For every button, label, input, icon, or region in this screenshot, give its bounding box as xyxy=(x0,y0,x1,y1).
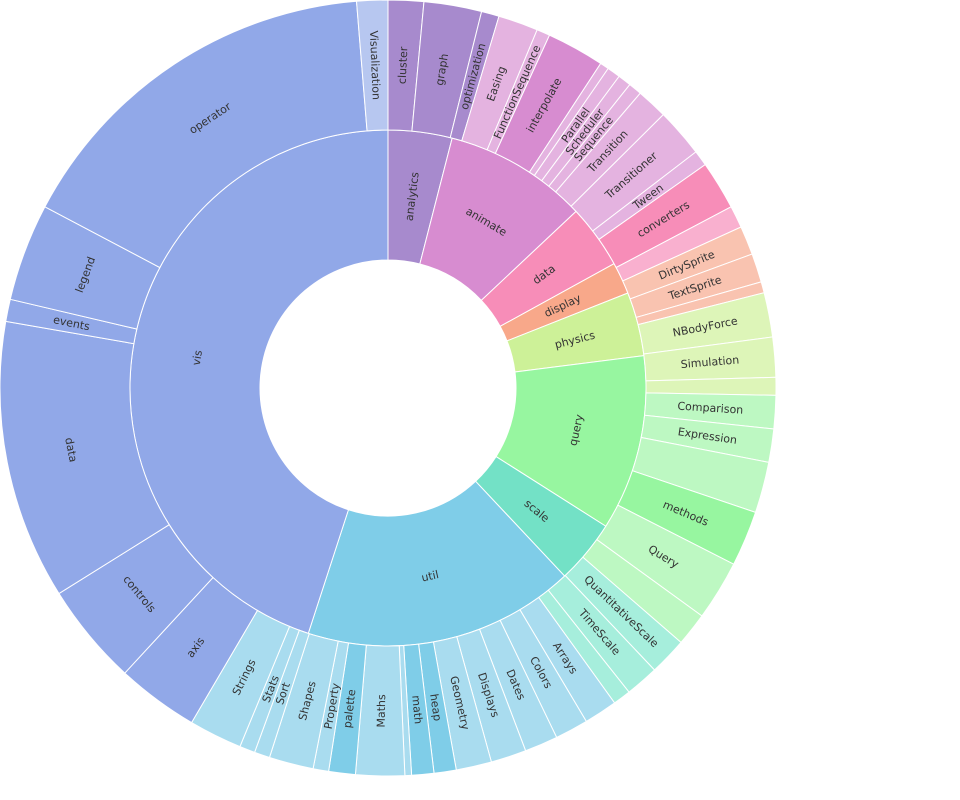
label-inner-8-vis: vis xyxy=(190,349,205,366)
segment-layer xyxy=(0,0,777,777)
label-outer-1-graph: graph xyxy=(433,53,451,87)
label-outer-47-data: data xyxy=(62,437,80,464)
label-inner-7-util: util xyxy=(420,568,440,584)
label-outer-39-palette: palette xyxy=(341,688,359,728)
label-outer-35-heap: heap xyxy=(427,693,444,722)
segment-outer-51-visualization[interactable] xyxy=(355,0,389,132)
label-outer-51-visualization: Visualization xyxy=(367,30,383,100)
label-inner-0-analytics: analytics xyxy=(403,171,422,222)
segment-outer-20[interactable] xyxy=(645,376,777,396)
label-outer-38-maths: Maths xyxy=(375,694,389,728)
label-outer-21-comparison: Comparison xyxy=(677,400,744,417)
label-outer-0-cluster: cluster xyxy=(396,46,411,84)
label-outer-19-simulation: Simulation xyxy=(680,353,739,371)
label-outer-36-math: math xyxy=(409,695,425,725)
